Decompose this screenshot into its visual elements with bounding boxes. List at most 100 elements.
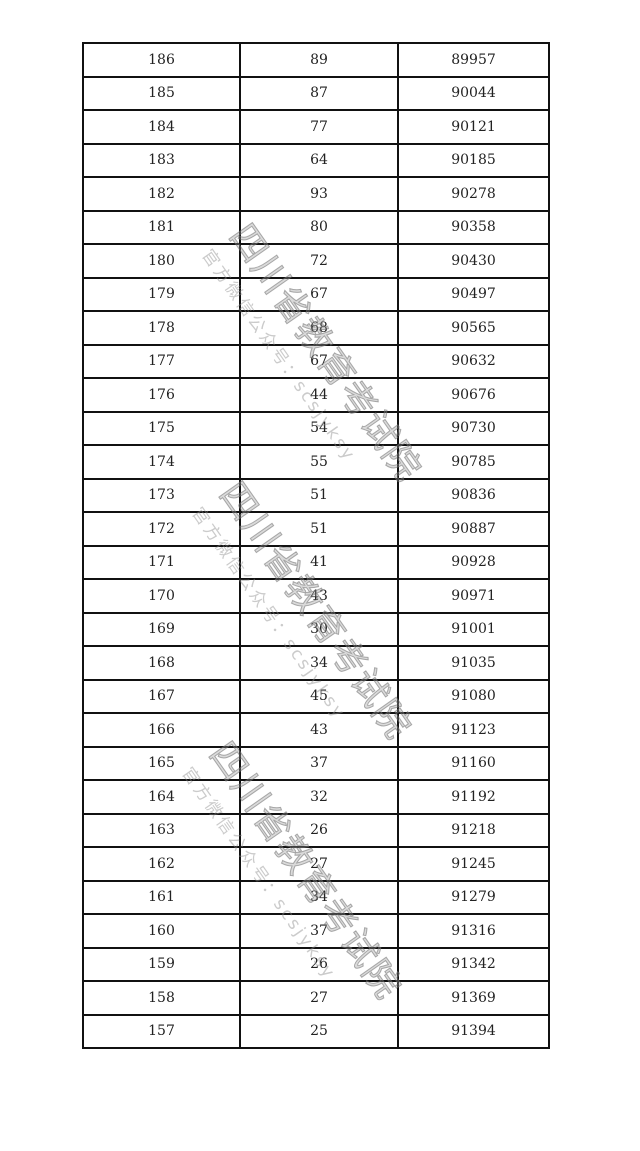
cumulative-cell: 91123	[397, 712, 550, 748]
cumulative-cell: 90565	[397, 310, 550, 346]
cumulative-cell: 89957	[397, 42, 550, 78]
count-cell: 80	[239, 209, 399, 245]
score-cell: 176	[82, 377, 241, 413]
table-row: 161 34 91279	[82, 879, 550, 915]
cumulative-cell: 90430	[397, 243, 550, 279]
table-row: 157 25 91394	[82, 1013, 550, 1049]
cumulative-cell: 90121	[397, 109, 550, 145]
cumulative-cell: 90278	[397, 176, 550, 212]
table-row: 173 51 90836	[82, 477, 550, 513]
score-cell: 172	[82, 511, 241, 547]
cumulative-cell: 90676	[397, 377, 550, 413]
table-row: 170 43 90971	[82, 578, 550, 614]
table-row: 184 77 90121	[82, 109, 550, 145]
count-cell: 67	[239, 276, 399, 312]
table-row: 183 64 90185	[82, 142, 550, 178]
cumulative-cell: 90632	[397, 343, 550, 379]
count-cell: 32	[239, 779, 399, 815]
count-cell: 34	[239, 879, 399, 915]
table-row: 166 43 91123	[82, 712, 550, 748]
cumulative-cell: 90730	[397, 410, 550, 446]
cumulative-cell: 90358	[397, 209, 550, 245]
cumulative-cell: 90785	[397, 444, 550, 480]
table-row: 159 26 91342	[82, 946, 550, 982]
table-row: 158 27 91369	[82, 980, 550, 1016]
score-cell: 161	[82, 879, 241, 915]
count-cell: 43	[239, 712, 399, 748]
count-cell: 67	[239, 343, 399, 379]
score-cell: 186	[82, 42, 241, 78]
score-cell: 159	[82, 946, 241, 982]
score-cell: 169	[82, 611, 241, 647]
cumulative-cell: 91316	[397, 913, 550, 949]
cumulative-cell: 90836	[397, 477, 550, 513]
table-row: 186 89 89957	[82, 42, 550, 78]
score-cell: 180	[82, 243, 241, 279]
count-cell: 26	[239, 812, 399, 848]
count-cell: 68	[239, 310, 399, 346]
table-row: 162 27 91245	[82, 846, 550, 882]
score-cell: 181	[82, 209, 241, 245]
cumulative-cell: 91394	[397, 1013, 550, 1049]
score-cell: 177	[82, 343, 241, 379]
cumulative-cell: 90887	[397, 511, 550, 547]
count-cell: 37	[239, 745, 399, 781]
cumulative-cell: 90185	[397, 142, 550, 178]
table-row: 180 72 90430	[82, 243, 550, 279]
count-cell: 54	[239, 410, 399, 446]
cumulative-cell: 91192	[397, 779, 550, 815]
score-cell: 160	[82, 913, 241, 949]
score-cell: 157	[82, 1013, 241, 1049]
table-row: 182 93 90278	[82, 176, 550, 212]
count-cell: 51	[239, 477, 399, 513]
score-cell: 178	[82, 310, 241, 346]
table-row: 174 55 90785	[82, 444, 550, 480]
score-cell: 173	[82, 477, 241, 513]
count-cell: 30	[239, 611, 399, 647]
cumulative-cell: 91342	[397, 946, 550, 982]
cumulative-cell: 91369	[397, 980, 550, 1016]
count-cell: 27	[239, 980, 399, 1016]
table-row: 179 67 90497	[82, 276, 550, 312]
score-cell: 183	[82, 142, 241, 178]
table-row: 167 45 91080	[82, 678, 550, 714]
table-row: 160 37 91316	[82, 913, 550, 949]
count-cell: 51	[239, 511, 399, 547]
count-cell: 37	[239, 913, 399, 949]
score-cell: 175	[82, 410, 241, 446]
score-cell: 158	[82, 980, 241, 1016]
table-row: 169 30 91001	[82, 611, 550, 647]
table-row: 178 68 90565	[82, 310, 550, 346]
score-cell: 170	[82, 578, 241, 614]
count-cell: 41	[239, 544, 399, 580]
table-row: 168 34 91035	[82, 645, 550, 681]
cumulative-cell: 90497	[397, 276, 550, 312]
cumulative-cell: 91160	[397, 745, 550, 781]
score-cell: 167	[82, 678, 241, 714]
count-cell: 43	[239, 578, 399, 614]
score-cell: 164	[82, 779, 241, 815]
cumulative-cell: 91245	[397, 846, 550, 882]
cumulative-cell: 90928	[397, 544, 550, 580]
table-row: 177 67 90632	[82, 343, 550, 379]
count-cell: 25	[239, 1013, 399, 1049]
score-cell: 165	[82, 745, 241, 781]
cumulative-cell: 90044	[397, 75, 550, 111]
count-cell: 89	[239, 42, 399, 78]
cumulative-cell: 91080	[397, 678, 550, 714]
score-cell: 174	[82, 444, 241, 480]
cumulative-cell: 90971	[397, 578, 550, 614]
table-row: 175 54 90730	[82, 410, 550, 446]
count-cell: 87	[239, 75, 399, 111]
count-cell: 26	[239, 946, 399, 982]
score-cell: 166	[82, 712, 241, 748]
score-cell: 184	[82, 109, 241, 145]
score-cell: 163	[82, 812, 241, 848]
table-row: 171 41 90928	[82, 544, 550, 580]
count-cell: 45	[239, 678, 399, 714]
score-cell: 179	[82, 276, 241, 312]
score-cell: 162	[82, 846, 241, 882]
count-cell: 72	[239, 243, 399, 279]
score-cell: 168	[82, 645, 241, 681]
count-cell: 93	[239, 176, 399, 212]
